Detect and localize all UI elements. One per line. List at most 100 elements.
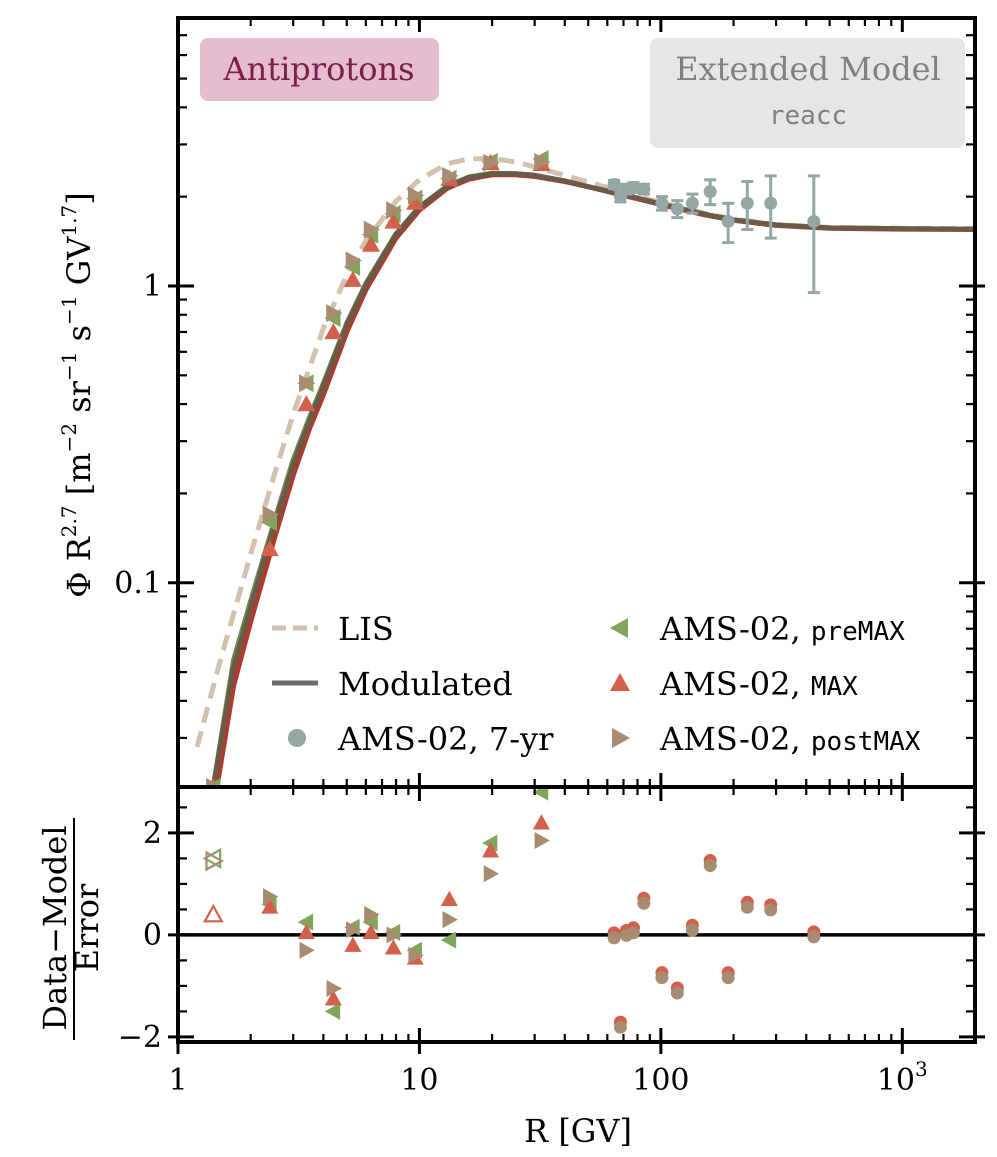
x-tick-label: 1: [168, 1063, 187, 1098]
residual-ams-02-max-point: [324, 990, 342, 1006]
legend: LIS Modulated AMS-02, 7-yr AMS-02, preMA…: [272, 610, 921, 758]
top-y-tick-label: 1: [143, 269, 162, 304]
ams-02-postmax-point: [363, 220, 380, 239]
legend-modulated-label: Modulated: [338, 665, 513, 703]
residual-ams-02-postmax-point: [346, 921, 362, 939]
ams-02-max-point: [384, 212, 403, 229]
legend-premax-label: AMS-02, preMAX: [659, 610, 905, 648]
residual-ams-02-7-yr-point: [703, 858, 717, 872]
modulated-curve-max: [214, 172, 975, 787]
residual-ams-02-max-point: [261, 898, 279, 914]
legend-premax-prefix: AMS-02,: [659, 610, 811, 648]
ams-02-postmax-point: [262, 505, 279, 524]
model-badge-subtitle: reacc: [769, 101, 847, 131]
ams-02-max-point: [406, 193, 425, 210]
ams-02-max-point: [343, 270, 362, 287]
residual-ams-02-postmax-point: [364, 906, 380, 923]
residual-y-tick-label: 2: [143, 816, 162, 851]
legend-postmax-label: AMS-02, postMAX: [659, 720, 921, 758]
x-axis-label: R [GV]: [524, 1112, 632, 1150]
residual-ams-02-7-yr-point: [607, 931, 621, 945]
residual-ams-02-7-yr-point: [613, 1020, 627, 1034]
ams-02-postmax-point: [534, 152, 551, 171]
ams-02-7-yr-point: [721, 214, 735, 228]
residual-ams-02-7-yr-point: [721, 971, 735, 985]
legend-ams7-marker: [288, 729, 306, 747]
ams-02-max-point: [297, 395, 316, 412]
residual-ams-02-premax-point: [297, 913, 314, 931]
residual-label-numerator: Data−Model: [36, 825, 74, 1030]
ams-02-7-yr-point: [670, 202, 684, 216]
ams-02-postmax-point: [407, 186, 425, 205]
top-y-axis-label: Φ R2.7 [m−2 sr−1 s−1 GV1.7]: [57, 192, 98, 597]
legend-ams7-label: AMS-02, 7-yr: [337, 720, 554, 758]
residual-ams-02-7-yr-point: [764, 903, 778, 917]
model-badge-background: [650, 38, 965, 148]
legend-max-tag: MAX: [811, 672, 858, 702]
residual-ams-02-postmax-point: [326, 979, 342, 997]
legend-premax-tag: preMAX: [811, 617, 905, 647]
residual-panel-frame: [176, 785, 977, 1044]
bottom-y-axis-label: Data−Model Error: [36, 818, 106, 1040]
legend-max-prefix: AMS-02,: [659, 665, 811, 703]
residual-ams-02-postmax-point: [205, 850, 225, 872]
ams-02-7-yr-point: [740, 196, 754, 210]
top-y-tick-label: 0.1: [114, 566, 162, 601]
residual-ams-02-premax-point: [202, 848, 222, 869]
residual-label-denominator: Error: [68, 883, 106, 972]
model-badge: Extended Model reacc: [650, 38, 965, 148]
residual-ams-02-7-yr-point: [685, 923, 699, 937]
residual-ams-02-7-yr-point: [740, 900, 754, 914]
top-plot-area: [194, 149, 975, 787]
residual-ams-02-7-yr-point: [670, 986, 684, 1000]
residual-ams-02-max-point: [297, 923, 315, 940]
ams-02-7-yr-point: [607, 177, 621, 191]
ams-02-max-point: [324, 322, 343, 340]
modulated-curve-post: [210, 171, 975, 787]
ams-02-postmax-point: [483, 153, 500, 172]
residual-ams-02-7-yr-point: [637, 896, 651, 910]
ams-02-7-yr-point: [655, 196, 669, 210]
legend-postmax-prefix: AMS-02,: [659, 720, 811, 758]
residual-ams-02-premax-point: [362, 913, 378, 931]
residual-ams-02-7-yr-point: [655, 971, 669, 985]
legend-max-label: AMS-02, MAX: [659, 665, 858, 703]
species-badge-background: [200, 38, 439, 101]
model-badge-title: Extended Model: [675, 50, 941, 88]
ams-02-7-yr-point: [685, 196, 699, 210]
residual-ams-02-max-point: [440, 890, 458, 906]
residual-y-tick-label: 0: [143, 918, 162, 953]
residual-ams-02-premax-point: [482, 834, 498, 852]
ams-02-postmax-point: [326, 304, 343, 323]
residual-ams-02-max-point: [202, 903, 224, 923]
x-tick-label: 103: [877, 1057, 928, 1098]
residual-ams-02-postmax-point: [408, 946, 424, 964]
residual-ams-02-postmax-point: [262, 888, 279, 906]
legend-postmax-marker: [612, 728, 630, 748]
legend-postmax-tag: postMAX: [811, 727, 921, 757]
x-tick-label: 10: [400, 1063, 438, 1098]
residual-panel: −2 0 2: [118, 785, 985, 1055]
residual-ams-02-postmax-point: [386, 926, 402, 944]
residual-ams-02-premax-point: [440, 931, 457, 949]
residual-ams-02-max-point: [532, 814, 550, 830]
residual-plot-area: [178, 787, 975, 1034]
residual-ams-02-7-yr-point: [626, 926, 640, 940]
ams-02-7-yr-point: [703, 185, 717, 199]
residual-ams-02-max-point: [362, 923, 380, 940]
ams-02-postmax-point: [345, 251, 362, 270]
species-badge-label: Antiprotons: [222, 50, 414, 88]
residual-ams-02-postmax-point: [483, 865, 500, 883]
ams-02-postmax-point: [386, 201, 403, 220]
residual-ams-02-postmax-point: [534, 832, 550, 850]
ams-02-max-point: [260, 539, 279, 557]
legend-max-marker: [610, 673, 630, 691]
residual-ams-02-7-yr-point: [807, 930, 821, 944]
residual-ams-02-postmax-point: [299, 941, 315, 959]
residual-ams-02-postmax-point: [442, 911, 458, 929]
residual-ams-02-max-point: [384, 939, 402, 955]
x-tick-label: 100: [632, 1063, 689, 1098]
ams-02-premax-point: [260, 513, 277, 532]
species-badge: Antiprotons: [200, 38, 439, 101]
residual-y-tick-label: −2: [118, 1020, 162, 1055]
